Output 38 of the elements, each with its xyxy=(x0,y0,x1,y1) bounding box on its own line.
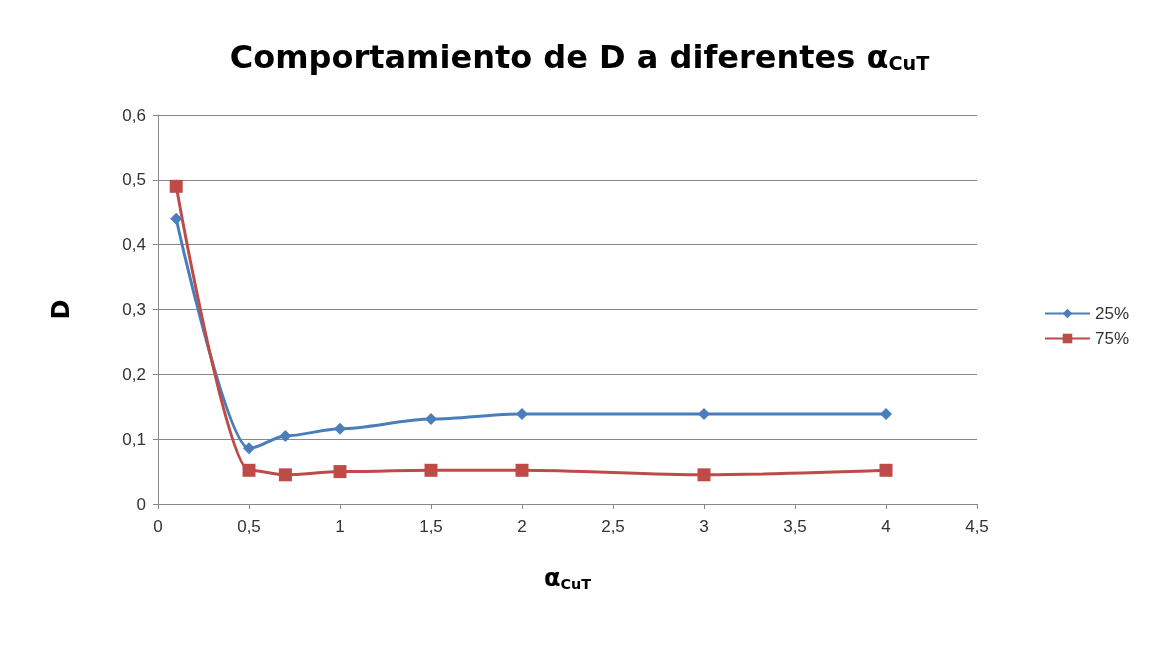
legend-label: 75% xyxy=(1094,329,1130,348)
x-tick-label: 0,5 xyxy=(237,517,261,536)
x-tick-label: 0 xyxy=(153,517,163,536)
x-tick-label: 2 xyxy=(517,517,527,536)
point xyxy=(334,422,346,435)
y-tick-label: 0,4 xyxy=(122,235,146,255)
point xyxy=(333,465,347,479)
point xyxy=(697,468,711,482)
x-tick-label: 1 xyxy=(335,517,345,536)
point xyxy=(169,179,183,193)
y-axis-title: D xyxy=(47,299,75,320)
point xyxy=(516,407,528,420)
y-tick-label: 0,1 xyxy=(122,429,146,449)
point xyxy=(279,429,292,442)
point xyxy=(242,463,256,477)
y-tick-label: 0,5 xyxy=(122,170,146,190)
point xyxy=(278,468,292,482)
point xyxy=(425,413,437,426)
legend-label: 25% xyxy=(1094,304,1130,323)
x-tick-label: 1,5 xyxy=(419,517,443,536)
y-tick-label: 0,3 xyxy=(122,300,146,319)
point xyxy=(243,442,255,455)
x-tick-label: 4,5 xyxy=(965,517,989,536)
y-tick-label: 0 xyxy=(136,494,146,514)
point xyxy=(424,463,438,477)
x-axis-title: αCuT xyxy=(543,564,592,593)
x-tick-label: 4 xyxy=(881,517,891,536)
y-tick-label: 0,6 xyxy=(122,105,146,125)
x-tick-label: 2,5 xyxy=(601,517,625,536)
point xyxy=(879,463,893,477)
x-tick-label: 3 xyxy=(699,517,709,536)
point xyxy=(170,212,183,225)
point xyxy=(880,407,892,420)
y-tick-label: 0,2 xyxy=(122,364,146,384)
point xyxy=(698,407,710,420)
chart-title: Comportamiento de D a diferentes αCuT xyxy=(229,37,930,76)
x-tick-label: 3,5 xyxy=(783,517,807,536)
point xyxy=(515,463,529,477)
